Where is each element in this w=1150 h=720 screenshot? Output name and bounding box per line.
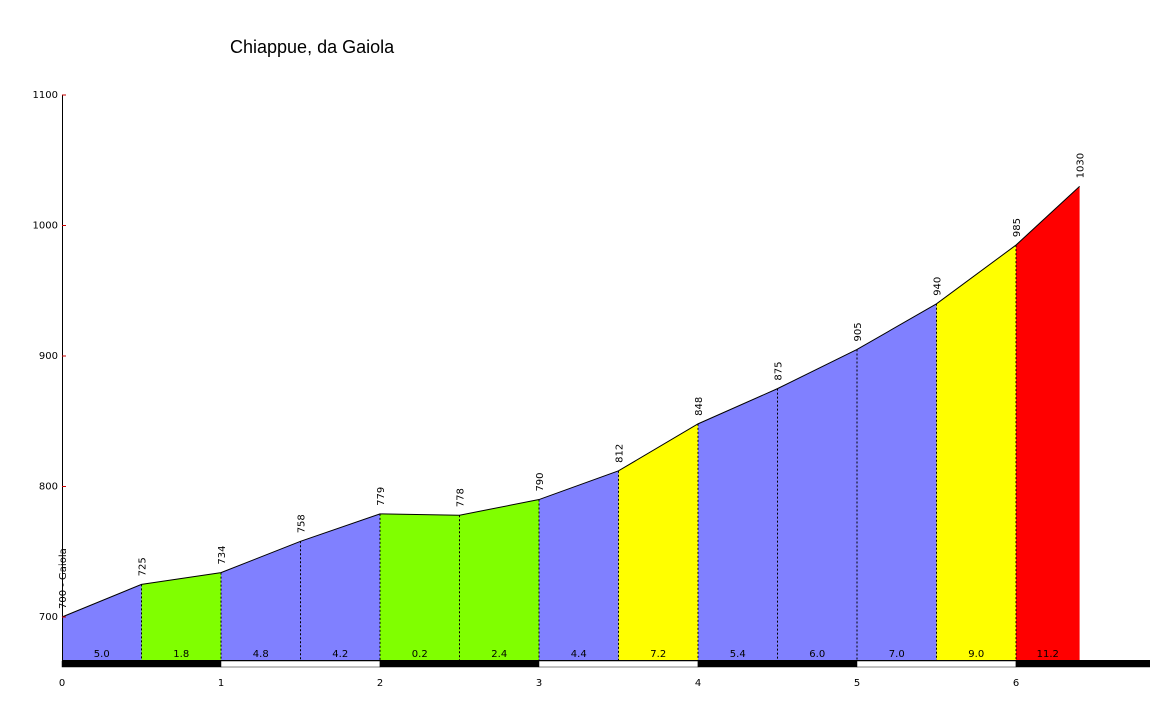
profile-segment bbox=[539, 470, 619, 660]
profile-segment bbox=[459, 499, 539, 660]
gradient-label: 5.4 bbox=[730, 649, 746, 660]
profile-line bbox=[61, 185, 1080, 618]
profile-segment bbox=[62, 584, 142, 660]
y-axis: 700 800 900 1000 1100 bbox=[33, 90, 66, 660]
y-tick-label: 800 bbox=[39, 482, 58, 493]
scale-block bbox=[220, 660, 381, 668]
profile-segment bbox=[936, 245, 1016, 660]
y-tick-label: 1100 bbox=[33, 90, 58, 101]
profile-segment bbox=[141, 572, 221, 660]
chart-title: Chiappue, da Gaiola bbox=[230, 37, 395, 57]
y-tick-label: 1000 bbox=[33, 221, 58, 232]
x-tick-label: 3 bbox=[536, 678, 542, 689]
gradient-label: 7.2 bbox=[650, 649, 666, 660]
y-tick-label: 700 bbox=[39, 612, 58, 623]
gradient-label: 4.2 bbox=[332, 649, 348, 660]
x-tick-label: 5 bbox=[854, 678, 860, 689]
altitude-label: 1030 bbox=[1076, 153, 1087, 178]
altitude-label: 812 bbox=[615, 444, 626, 463]
profile-segment bbox=[777, 349, 857, 660]
altitude-label: 779 bbox=[376, 487, 387, 506]
profile-segment bbox=[857, 303, 937, 660]
profile-segment bbox=[618, 423, 698, 660]
profile-segment bbox=[221, 541, 301, 660]
scale-block bbox=[379, 660, 540, 668]
x-tick-label: 4 bbox=[695, 678, 701, 689]
profile-segment bbox=[300, 513, 380, 660]
distance-scale-bar bbox=[61, 660, 1150, 668]
scale-block bbox=[538, 660, 699, 668]
x-tick-label: 2 bbox=[377, 678, 383, 689]
gradient-labels: 5.0 1.8 4.8 4.2 0.2 2.4 4.4 7.2 5.4 6.0 7.0 9.0 11.2 bbox=[94, 649, 1059, 660]
altitude-label: 790 bbox=[535, 472, 546, 491]
scale-block bbox=[1079, 661, 1150, 667]
profile-segment bbox=[1016, 186, 1080, 660]
gradient-label: 7.0 bbox=[889, 649, 905, 660]
scale-block bbox=[856, 660, 1017, 668]
profile-segment bbox=[698, 388, 778, 660]
profile-segment bbox=[380, 513, 460, 660]
altitude-label: 734 bbox=[217, 546, 228, 565]
x-tick-label: 0 bbox=[59, 678, 65, 689]
x-tick-label: 1 bbox=[218, 678, 224, 689]
gradient-label: 5.0 bbox=[94, 649, 110, 660]
gradient-label: 11.2 bbox=[1037, 649, 1059, 660]
altitude-label: 725 bbox=[138, 557, 149, 576]
gradient-label: 1.8 bbox=[173, 649, 189, 660]
altitude-label: 778 bbox=[456, 488, 467, 507]
altitude-label: 875 bbox=[774, 362, 785, 381]
profile-segments bbox=[62, 186, 1080, 660]
altitude-label: 758 bbox=[297, 514, 308, 533]
altitude-label: 905 bbox=[853, 322, 864, 341]
scale-block bbox=[61, 660, 222, 668]
gradient-label: 9.0 bbox=[968, 649, 984, 660]
gradient-label: 4.8 bbox=[253, 649, 269, 660]
segment-dividers bbox=[141, 245, 1017, 660]
altitude-labels: 700 - Gaiola 725 734 758 779 778 790 812 848 875 9… bbox=[58, 153, 1087, 609]
gradient-label: 0.2 bbox=[412, 649, 428, 660]
altitude-label: 700 - Gaiola bbox=[58, 548, 69, 609]
gradient-label: 4.4 bbox=[571, 649, 587, 660]
altitude-label: 848 bbox=[694, 397, 705, 416]
x-axis: 0 1 2 3 4 5 6 bbox=[59, 678, 1019, 689]
x-tick-label: 6 bbox=[1013, 678, 1019, 689]
y-tick-label: 900 bbox=[39, 351, 58, 362]
profile-outline bbox=[61, 185, 1080, 618]
gradient-label: 2.4 bbox=[491, 649, 507, 660]
altitude-label: 985 bbox=[1012, 218, 1023, 237]
altitude-label: 940 bbox=[933, 277, 944, 296]
scale-block bbox=[697, 660, 858, 668]
gradient-label: 6.0 bbox=[809, 649, 825, 660]
